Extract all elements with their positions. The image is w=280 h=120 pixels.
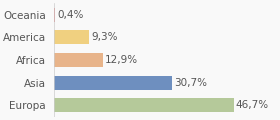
- Bar: [53, 75, 172, 90]
- Bar: [53, 30, 89, 45]
- Bar: [53, 8, 55, 22]
- Bar: [53, 98, 234, 112]
- Bar: [53, 53, 103, 67]
- Text: 9,3%: 9,3%: [91, 33, 118, 42]
- Text: 30,7%: 30,7%: [174, 78, 207, 87]
- Text: 46,7%: 46,7%: [235, 100, 269, 110]
- Text: 0,4%: 0,4%: [57, 10, 83, 20]
- Text: 12,9%: 12,9%: [105, 55, 138, 65]
